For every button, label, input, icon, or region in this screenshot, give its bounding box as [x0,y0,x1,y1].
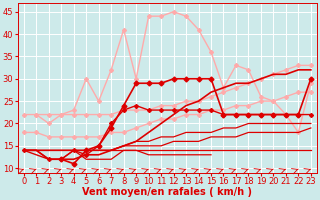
X-axis label: Vent moyen/en rafales ( km/h ): Vent moyen/en rafales ( km/h ) [82,187,252,197]
